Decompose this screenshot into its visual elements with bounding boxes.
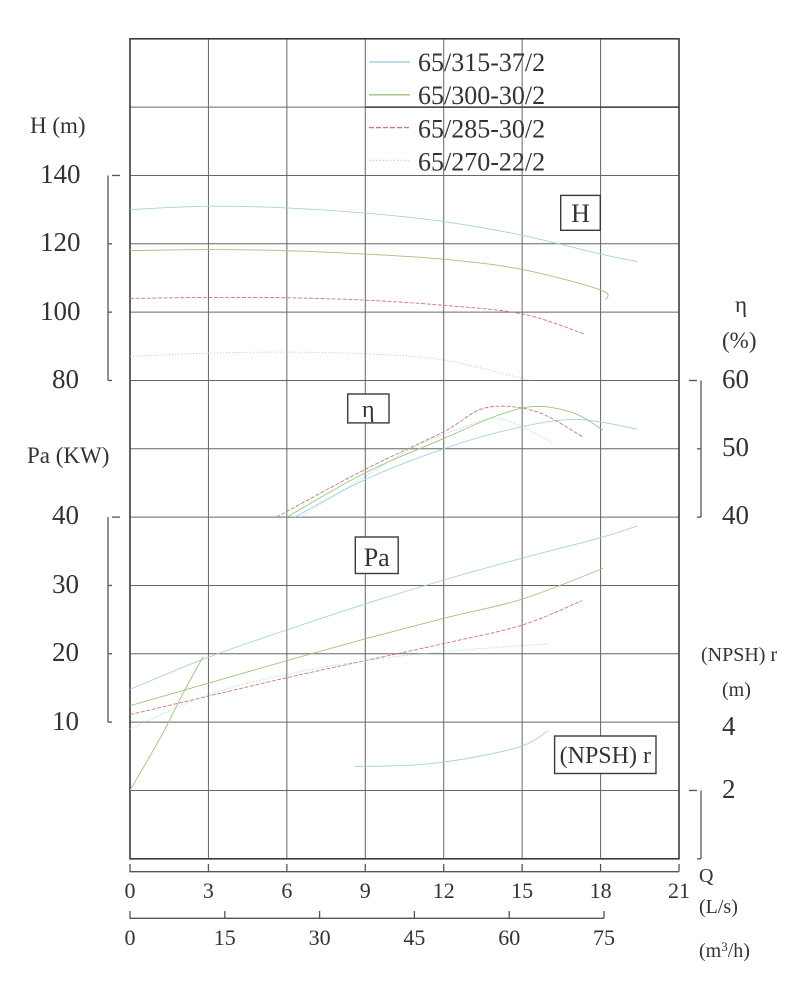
svg-text:4: 4 xyxy=(722,711,736,741)
svg-text:0: 0 xyxy=(125,878,136,903)
svg-text:η: η xyxy=(362,397,375,423)
svg-text:15: 15 xyxy=(214,925,236,950)
svg-text:100: 100 xyxy=(40,296,81,326)
svg-text:50: 50 xyxy=(722,432,749,462)
svg-text:12: 12 xyxy=(433,878,455,903)
svg-text:40: 40 xyxy=(722,500,749,530)
svg-text:20: 20 xyxy=(52,637,79,667)
svg-text:40: 40 xyxy=(52,500,79,530)
svg-text:(m): (m) xyxy=(722,679,751,701)
svg-text:9: 9 xyxy=(360,878,371,903)
svg-text:H (m): H (m) xyxy=(30,113,86,138)
svg-text:65/315-37/2: 65/315-37/2 xyxy=(418,48,545,77)
svg-text:H: H xyxy=(571,199,590,228)
svg-text:120: 120 xyxy=(40,227,81,257)
svg-text:2: 2 xyxy=(722,774,736,804)
svg-text:(m3/h): (m3/h) xyxy=(699,939,750,962)
svg-text:Pa: Pa xyxy=(364,543,390,572)
svg-text:η: η xyxy=(735,292,747,317)
svg-text:60: 60 xyxy=(498,925,520,950)
svg-text:65/300-30/2: 65/300-30/2 xyxy=(418,81,545,110)
svg-text:60: 60 xyxy=(722,364,749,394)
svg-text:65/270-22/2: 65/270-22/2 xyxy=(418,147,545,176)
svg-text:3: 3 xyxy=(203,878,214,903)
svg-text:45: 45 xyxy=(403,925,425,950)
svg-text:0: 0 xyxy=(125,925,136,950)
svg-text:(NPSH) r: (NPSH) r xyxy=(560,743,651,769)
svg-text:18: 18 xyxy=(590,878,612,903)
svg-text:30: 30 xyxy=(309,925,331,950)
svg-text:10: 10 xyxy=(52,706,79,736)
svg-text:(L/s): (L/s) xyxy=(699,896,738,918)
svg-text:(%): (%) xyxy=(722,328,756,353)
svg-text:140: 140 xyxy=(40,159,81,189)
svg-text:80: 80 xyxy=(52,364,79,394)
svg-text:75: 75 xyxy=(593,925,615,950)
svg-text:21: 21 xyxy=(668,878,690,903)
svg-text:6: 6 xyxy=(281,878,292,903)
svg-text:15: 15 xyxy=(511,878,533,903)
svg-text:Q: Q xyxy=(699,865,714,887)
svg-text:(NPSH) r: (NPSH) r xyxy=(701,644,777,666)
svg-text:Pa (KW): Pa (KW) xyxy=(27,443,109,468)
svg-text:65/285-30/2: 65/285-30/2 xyxy=(418,115,545,144)
svg-text:30: 30 xyxy=(52,569,79,599)
